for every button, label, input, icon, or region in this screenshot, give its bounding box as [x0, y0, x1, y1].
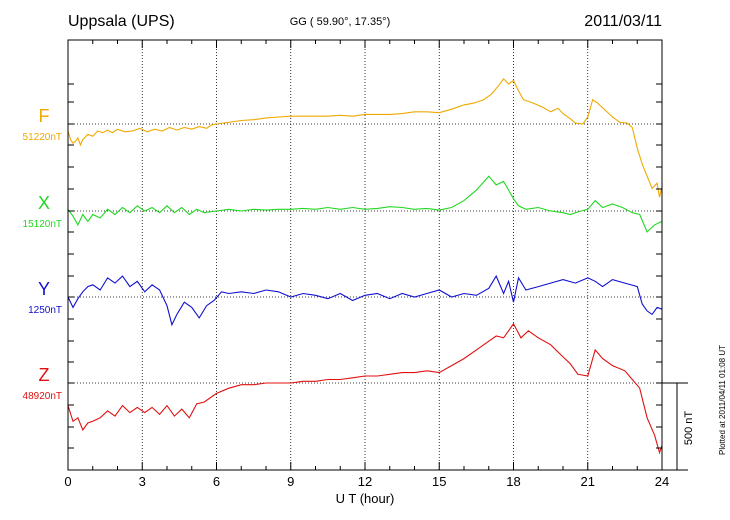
series-line-Z	[67, 322, 663, 455]
date-label: 2011/03/11	[584, 13, 662, 30]
grid	[141, 40, 589, 470]
xtick-label-15: 15	[432, 474, 446, 489]
xtick-label-3: 3	[139, 474, 146, 489]
series-name-Z: Z	[39, 365, 50, 385]
axis-ticks: 0 3 6 9 12 15 18 21 24	[64, 40, 669, 489]
series-name-F: F	[39, 106, 50, 126]
xtick-label-24: 24	[655, 474, 669, 489]
series-line-X	[67, 175, 663, 233]
scale-bar-label: 500 nT	[683, 411, 695, 446]
series-baseline-Z: 48920nT	[23, 391, 62, 402]
series-labels: F 51220nT X 15120nT Y 1250nT Z 48920nT	[23, 106, 62, 402]
xtick-label-18: 18	[506, 474, 520, 489]
series-line-F	[67, 77, 663, 198]
series-baseline-F: 51220nT	[23, 132, 62, 143]
series-name-X: X	[38, 193, 50, 213]
series-baseline-Y: 1250nT	[28, 305, 62, 316]
coordinates-label: GG ( 59.90°, 17.35°)	[290, 16, 391, 28]
xtick-label-12: 12	[358, 474, 372, 489]
plotted-at-note: Plotted at 2011/04/11 01:08 UT	[718, 345, 727, 455]
series-line-Y	[67, 274, 663, 327]
series-baseline-X: 15120nT	[23, 219, 62, 230]
series-name-Y: Y	[38, 279, 50, 299]
xtick-label-9: 9	[287, 474, 294, 489]
scale-bar: 500 nT	[662, 382, 695, 471]
baselines	[68, 123, 662, 384]
xtick-label-0: 0	[64, 474, 71, 489]
xtick-label-21: 21	[581, 474, 595, 489]
series-lines	[67, 77, 663, 455]
xtick-label-6: 6	[213, 474, 220, 489]
station-title: Uppsala (UPS)	[68, 13, 175, 30]
x-axis-label: U T (hour)	[336, 491, 395, 506]
plot-frame	[67, 39, 663, 471]
